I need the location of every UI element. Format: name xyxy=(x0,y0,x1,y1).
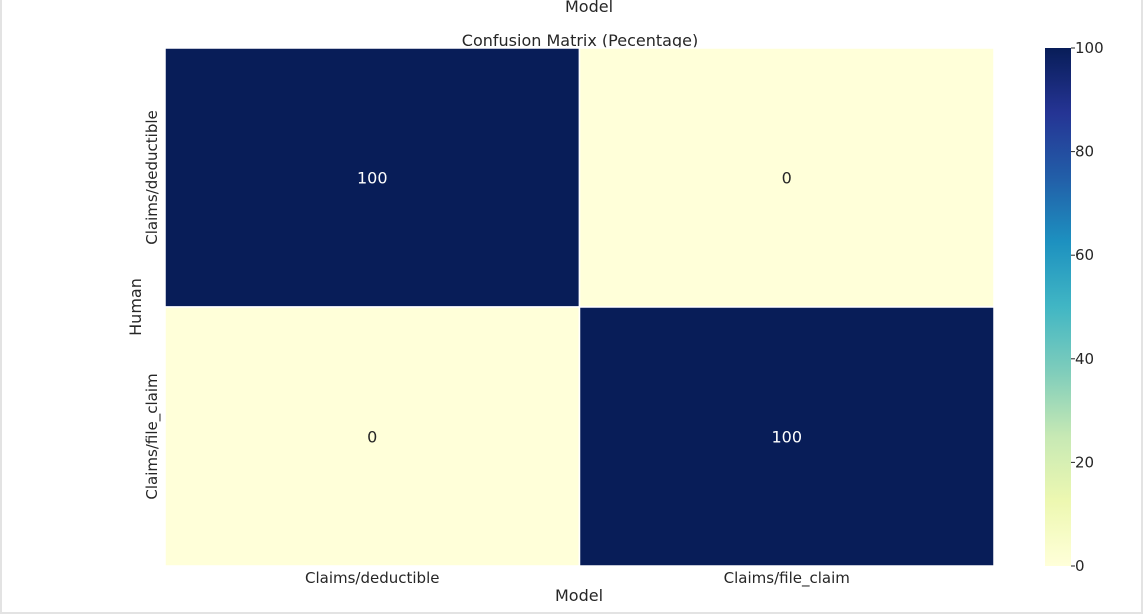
cell-value-r0-c1: 0 xyxy=(782,169,792,188)
top-axis-label: Model xyxy=(565,0,613,16)
y-tick-labels: Claims/deductible Claims/file_claim xyxy=(143,110,162,499)
colorbar xyxy=(1045,48,1071,566)
cell-value-r0-c0: 100 xyxy=(357,169,388,188)
x-tick-label-1: Claims/file_claim xyxy=(724,569,850,588)
cell-value-r1-c1: 100 xyxy=(771,428,802,447)
heatmap-cells xyxy=(165,48,994,566)
cell-value-r1-c0: 0 xyxy=(367,428,377,447)
chart-title: Confusion Matrix (Pecentage) xyxy=(462,31,698,50)
x-axis-label: Model xyxy=(555,586,603,605)
y-axis-label: Human xyxy=(126,278,145,336)
colorbar-tick-label-1: 20 xyxy=(1075,453,1094,471)
x-tick-label-0: Claims/deductible xyxy=(305,569,439,587)
y-tick-label-0: Claims/deductible xyxy=(143,110,161,244)
colorbar-tick-label-4: 80 xyxy=(1075,143,1094,161)
colorbar-tick-label-0: 0 xyxy=(1075,557,1085,575)
colorbar-tick-label-3: 60 xyxy=(1075,246,1094,264)
colorbar-tick-label-5: 100 xyxy=(1075,39,1104,57)
y-tick-label-1: Claims/file_claim xyxy=(143,373,162,499)
colorbar-ticks: 0 20 40 60 80 100 xyxy=(1071,39,1104,575)
colorbar-tick-label-2: 40 xyxy=(1075,350,1094,368)
